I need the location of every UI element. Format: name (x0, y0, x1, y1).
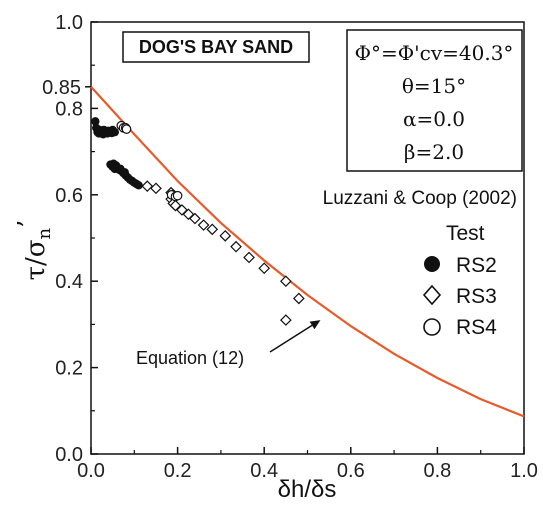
y-tick-label: 0.6 (55, 185, 83, 207)
y-tick-label: 1.0 (55, 12, 83, 34)
point-rs3 (206, 223, 219, 236)
legend: Test RS2 RS3 RS4 (422, 222, 497, 339)
y-tick-label: 0.8 (55, 98, 83, 120)
data-points (91, 117, 305, 326)
x-tick-label: 0.8 (423, 460, 451, 482)
point-rs3 (141, 180, 154, 193)
y-tick-label: 0.4 (55, 271, 83, 293)
x-tick-label: 0.0 (77, 460, 105, 482)
legend-marker-rs2 (424, 256, 440, 272)
legend-label-rs3: RS3 (456, 285, 497, 308)
point-rs2 (120, 168, 129, 177)
x-tick-label: 0.6 (337, 460, 365, 482)
legend-label-rs2: RS2 (456, 254, 497, 277)
point-rs3 (219, 229, 232, 242)
axis-ticks: 0.0 0.2 0.4 0.6 0.8 1.0 0.0 0.2 0.4 0.6 0.8 1.0 0.85 (42, 12, 538, 482)
y-axis-title: τ/σn’ (13, 220, 55, 281)
x-tick-label: 0.4 (250, 460, 278, 482)
point-rs3 (150, 182, 162, 195)
parameter-phi: Φ°=Φ'cv=40.3° (355, 41, 514, 65)
legend-label-rs4: RS4 (456, 316, 497, 339)
point-rs3 (243, 251, 255, 264)
point-rs2 (134, 181, 143, 190)
x-axis-title: δh/δs (278, 476, 337, 503)
point-rs2 (91, 117, 100, 126)
parameter-beta: β=2.0 (404, 140, 464, 164)
point-rs2 (110, 127, 120, 137)
parameter-alpha: α=0.0 (403, 107, 465, 131)
legend-marker-rs4 (423, 318, 441, 336)
legend-title: Test (446, 222, 485, 245)
title-box (122, 31, 310, 63)
annotation-label: Equation (12) (136, 348, 244, 368)
point-rs4 (121, 124, 132, 134)
y-extra-tick-label: 0.85 (42, 77, 81, 99)
annotation-arrowhead (309, 320, 321, 330)
point-rs3 (280, 314, 292, 326)
point-rs3 (292, 292, 305, 305)
x-tick-label: 1.0 (510, 460, 538, 482)
point-rs3 (258, 262, 271, 275)
point-rs3 (230, 240, 242, 253)
annotation-arrow (269, 324, 313, 353)
point-rs3 (280, 275, 292, 288)
legend-marker-rs3 (422, 284, 442, 306)
parameter-box (346, 29, 523, 172)
title-box-text: DOG'S BAY SAND (139, 37, 293, 57)
y-tick-label: 0.2 (55, 358, 83, 380)
y-tick-label: 0.0 (55, 444, 83, 466)
point-rs3 (189, 212, 201, 225)
point-rs4 (172, 190, 183, 201)
parameter-theta: θ=15° (402, 74, 466, 98)
equation-curve (90, 86, 525, 418)
point-rs3 (197, 219, 210, 231)
source-label: Luzzani & Coop (2002) (323, 188, 517, 209)
x-tick-label: 0.2 (164, 460, 192, 482)
